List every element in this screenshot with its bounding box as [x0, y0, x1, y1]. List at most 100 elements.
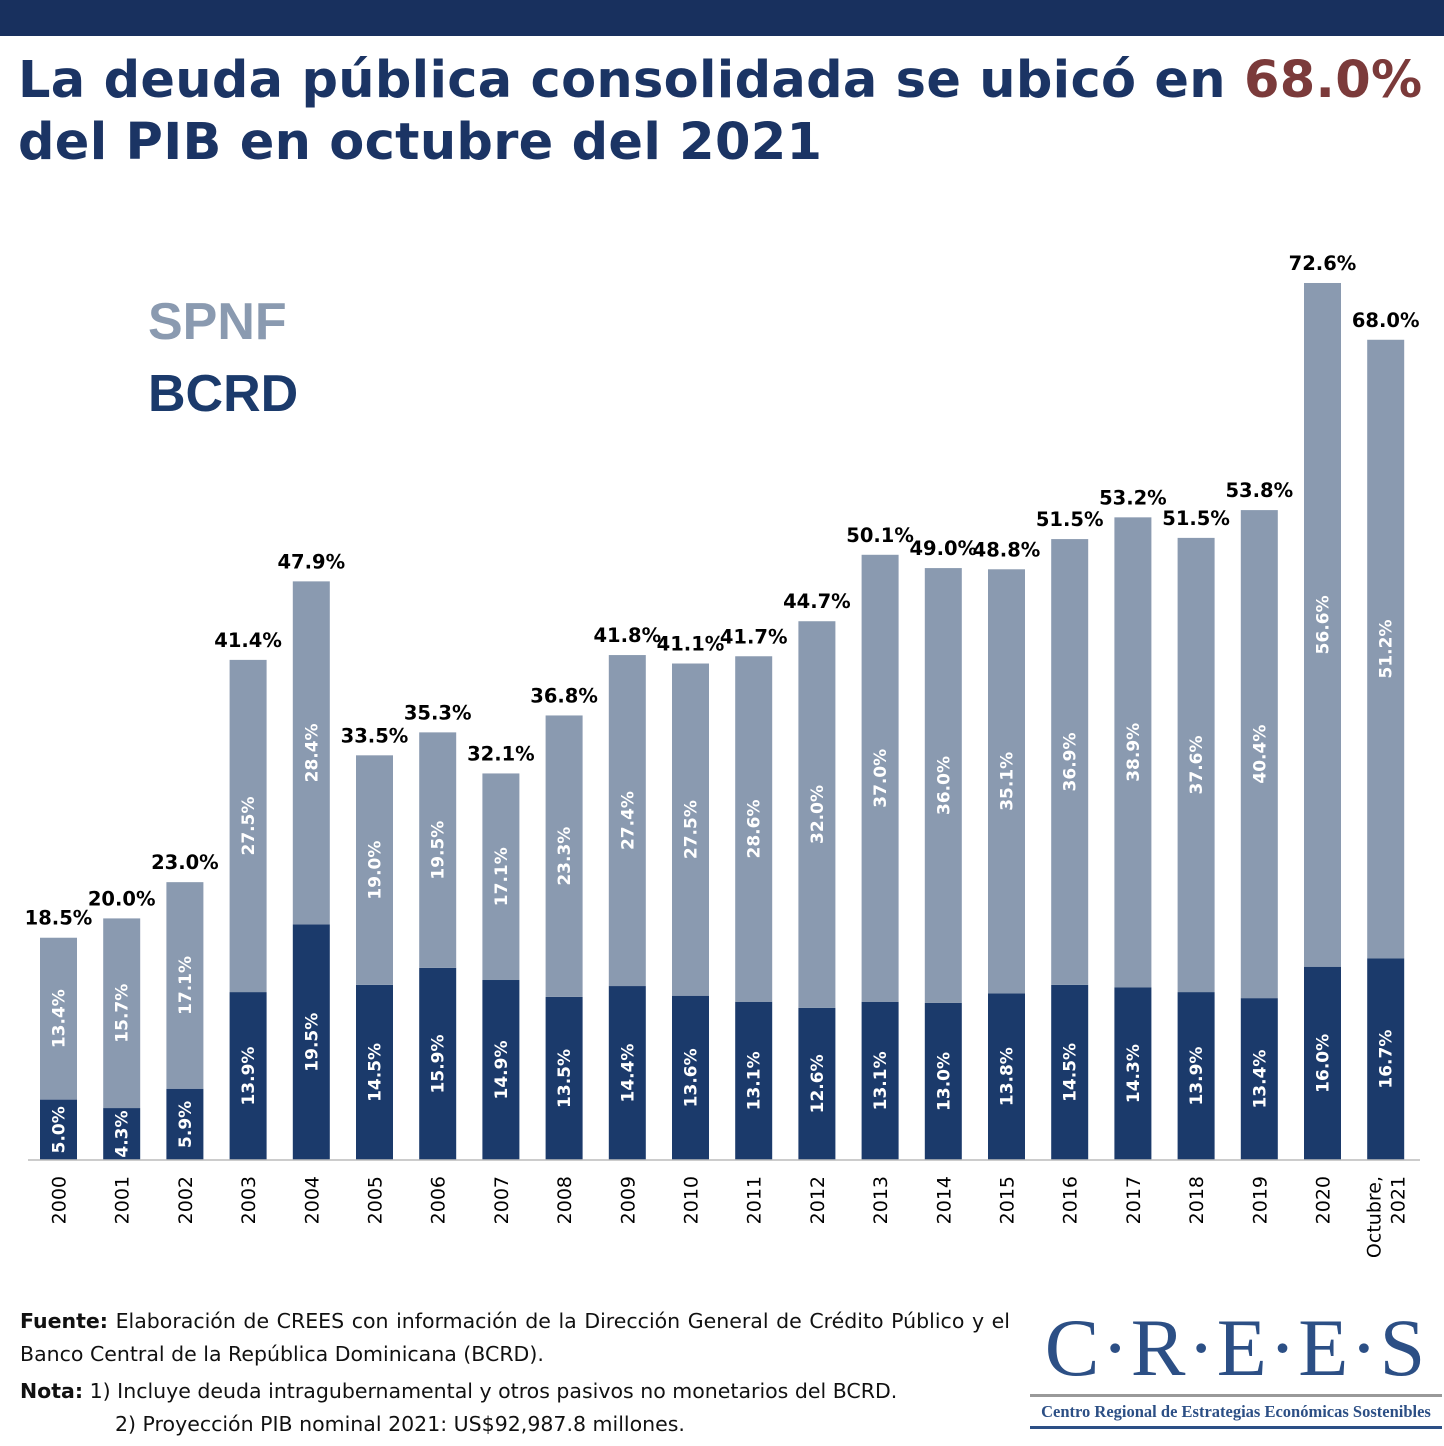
logo-wordmark: C·R·E·E·S	[1044, 1302, 1428, 1393]
logo-subtitle: Centro Regional de Estrategias Económica…	[1041, 1402, 1431, 1421]
bar-bcrd	[419, 967, 457, 1160]
label-spnf: 28.4%	[302, 723, 322, 782]
label-spnf: 27.4%	[618, 791, 638, 850]
label-total: 36.8%	[530, 684, 598, 707]
label-spnf: 38.9%	[1124, 723, 1144, 782]
bar-spnf	[419, 732, 457, 968]
x-tick-label: 2018	[1186, 1176, 1208, 1224]
logo-divider	[1030, 1394, 1442, 1397]
label-bcrd: 19.5%	[302, 1013, 322, 1072]
bar-bcrd	[545, 996, 583, 1160]
label-spnf: 51.2%	[1377, 620, 1397, 679]
label-bcrd: 14.4%	[618, 1044, 638, 1103]
label-total: 48.8%	[973, 538, 1041, 561]
bar-spnf	[608, 655, 646, 987]
bar-bcrd	[1051, 984, 1089, 1160]
x-tick-label: 2009	[617, 1176, 639, 1224]
bar-bcrd	[40, 1099, 77, 1160]
label-bcrd: 16.0%	[1314, 1034, 1334, 1093]
bar-spnf	[40, 937, 77, 1100]
x-tick-label: 2021	[1388, 1176, 1410, 1224]
x-tick-label: 2008	[554, 1176, 576, 1224]
source-text: Elaboración de CREES con información de …	[20, 1309, 1010, 1366]
label-spnf: 13.4%	[50, 989, 70, 1048]
bar-spnf	[545, 715, 583, 997]
label-total: 53.2%	[1099, 486, 1167, 509]
x-tick-label: 2014	[933, 1176, 955, 1224]
label-total: 51.5%	[1162, 507, 1230, 530]
page-title: La deuda pública consolidada se ubicó en…	[18, 50, 1438, 174]
bar-spnf	[229, 659, 267, 993]
label-total: 41.4%	[214, 629, 282, 652]
label-bcrd: 13.1%	[745, 1051, 765, 1110]
bar-bcrd	[1304, 966, 1341, 1160]
x-tick-label: 2010	[681, 1176, 703, 1224]
note-1: 1) Incluye deuda intragubernamental y ot…	[83, 1379, 898, 1403]
x-tick-label: 2005	[365, 1176, 387, 1224]
label-bcrd: 14.5%	[366, 1043, 386, 1102]
label-bcrd: 16.7%	[1377, 1030, 1397, 1089]
bar-bcrd	[798, 1007, 836, 1160]
label-total: 33.5%	[341, 724, 409, 747]
label-spnf: 19.0%	[366, 841, 386, 900]
x-tick-label: 2017	[1123, 1176, 1145, 1224]
legend-spnf: SPNF	[148, 293, 287, 351]
label-spnf: 56.6%	[1314, 595, 1334, 654]
label-total: 23.0%	[151, 851, 219, 874]
title-text: La deuda pública consolidada se ubicó en	[18, 51, 1244, 110]
crees-logo: C·R·E·E·S Centro Regional de Estrategias…	[1030, 1302, 1442, 1429]
bar-bcrd	[1114, 987, 1152, 1160]
bar-spnf	[166, 882, 204, 1089]
label-total: 32.1%	[467, 742, 535, 765]
bar-spnf	[672, 663, 709, 996]
bar-bcrd	[166, 1088, 204, 1160]
label-spnf: 35.1%	[998, 752, 1018, 811]
label-total: 41.1%	[657, 633, 725, 656]
label-total: 35.3%	[404, 701, 472, 724]
label-bcrd: 12.6%	[808, 1054, 828, 1113]
x-tick-label: 2020	[1313, 1176, 1335, 1224]
label-bcrd: 13.9%	[239, 1047, 259, 1106]
label-spnf: 28.6%	[745, 800, 765, 859]
label-spnf: 36.9%	[1061, 732, 1081, 791]
label-total: 41.7%	[720, 625, 788, 648]
x-tick-label: 2015	[997, 1176, 1019, 1224]
x-tick-label: Octubre,	[1364, 1176, 1386, 1258]
label-bcrd: 13.9%	[1187, 1047, 1207, 1106]
bar-spnf	[1367, 339, 1405, 959]
bar-bcrd	[608, 986, 646, 1160]
label-bcrd: 13.8%	[998, 1047, 1018, 1106]
title-text-2: del PIB en octubre del 2021	[18, 113, 823, 172]
bar-bcrd	[482, 980, 520, 1160]
label-spnf: 17.1%	[176, 956, 196, 1015]
bar-bcrd	[672, 995, 709, 1160]
label-spnf: 32.0%	[808, 785, 828, 844]
label-bcrd: 13.0%	[934, 1052, 954, 1111]
label-total: 41.8%	[593, 624, 661, 647]
label-spnf: 36.0%	[934, 756, 954, 815]
label-spnf: 27.5%	[682, 800, 702, 859]
bar-spnf	[1304, 282, 1341, 967]
label-spnf: 40.4%	[1250, 725, 1270, 784]
label-spnf: 27.5%	[239, 796, 259, 855]
stacked-bar-chart: 5.0% 13.4% 18.5% 2000 4.3% 15.7% 20.0% 2001 5.9%…	[25, 252, 1420, 1258]
bar-bcrd	[1240, 998, 1278, 1160]
x-tick-label: 2006	[428, 1176, 450, 1224]
label-bcrd: 5.9%	[176, 1101, 196, 1148]
bar-bcrd	[735, 1001, 773, 1160]
bar-bcrd	[988, 993, 1025, 1160]
bar-bcrd	[924, 1002, 962, 1160]
title-highlight: 68.0%	[1243, 51, 1423, 110]
bar-bcrd	[292, 924, 330, 1160]
label-bcrd: 4.3%	[113, 1110, 133, 1157]
bar-spnf	[1114, 517, 1152, 988]
label-bcrd: 15.9%	[429, 1034, 449, 1093]
x-tick-label: 2013	[870, 1176, 892, 1224]
x-tick-label: 2001	[112, 1176, 134, 1224]
label-total: 47.9%	[277, 550, 345, 573]
note-2: 2) Proyección PIB nominal 2021: US$92,98…	[115, 1412, 685, 1436]
bar-bcrd	[861, 1001, 899, 1160]
label-total: 49.0%	[909, 537, 977, 560]
bar-bcrd	[1177, 992, 1215, 1160]
label-total: 18.5%	[25, 907, 93, 930]
